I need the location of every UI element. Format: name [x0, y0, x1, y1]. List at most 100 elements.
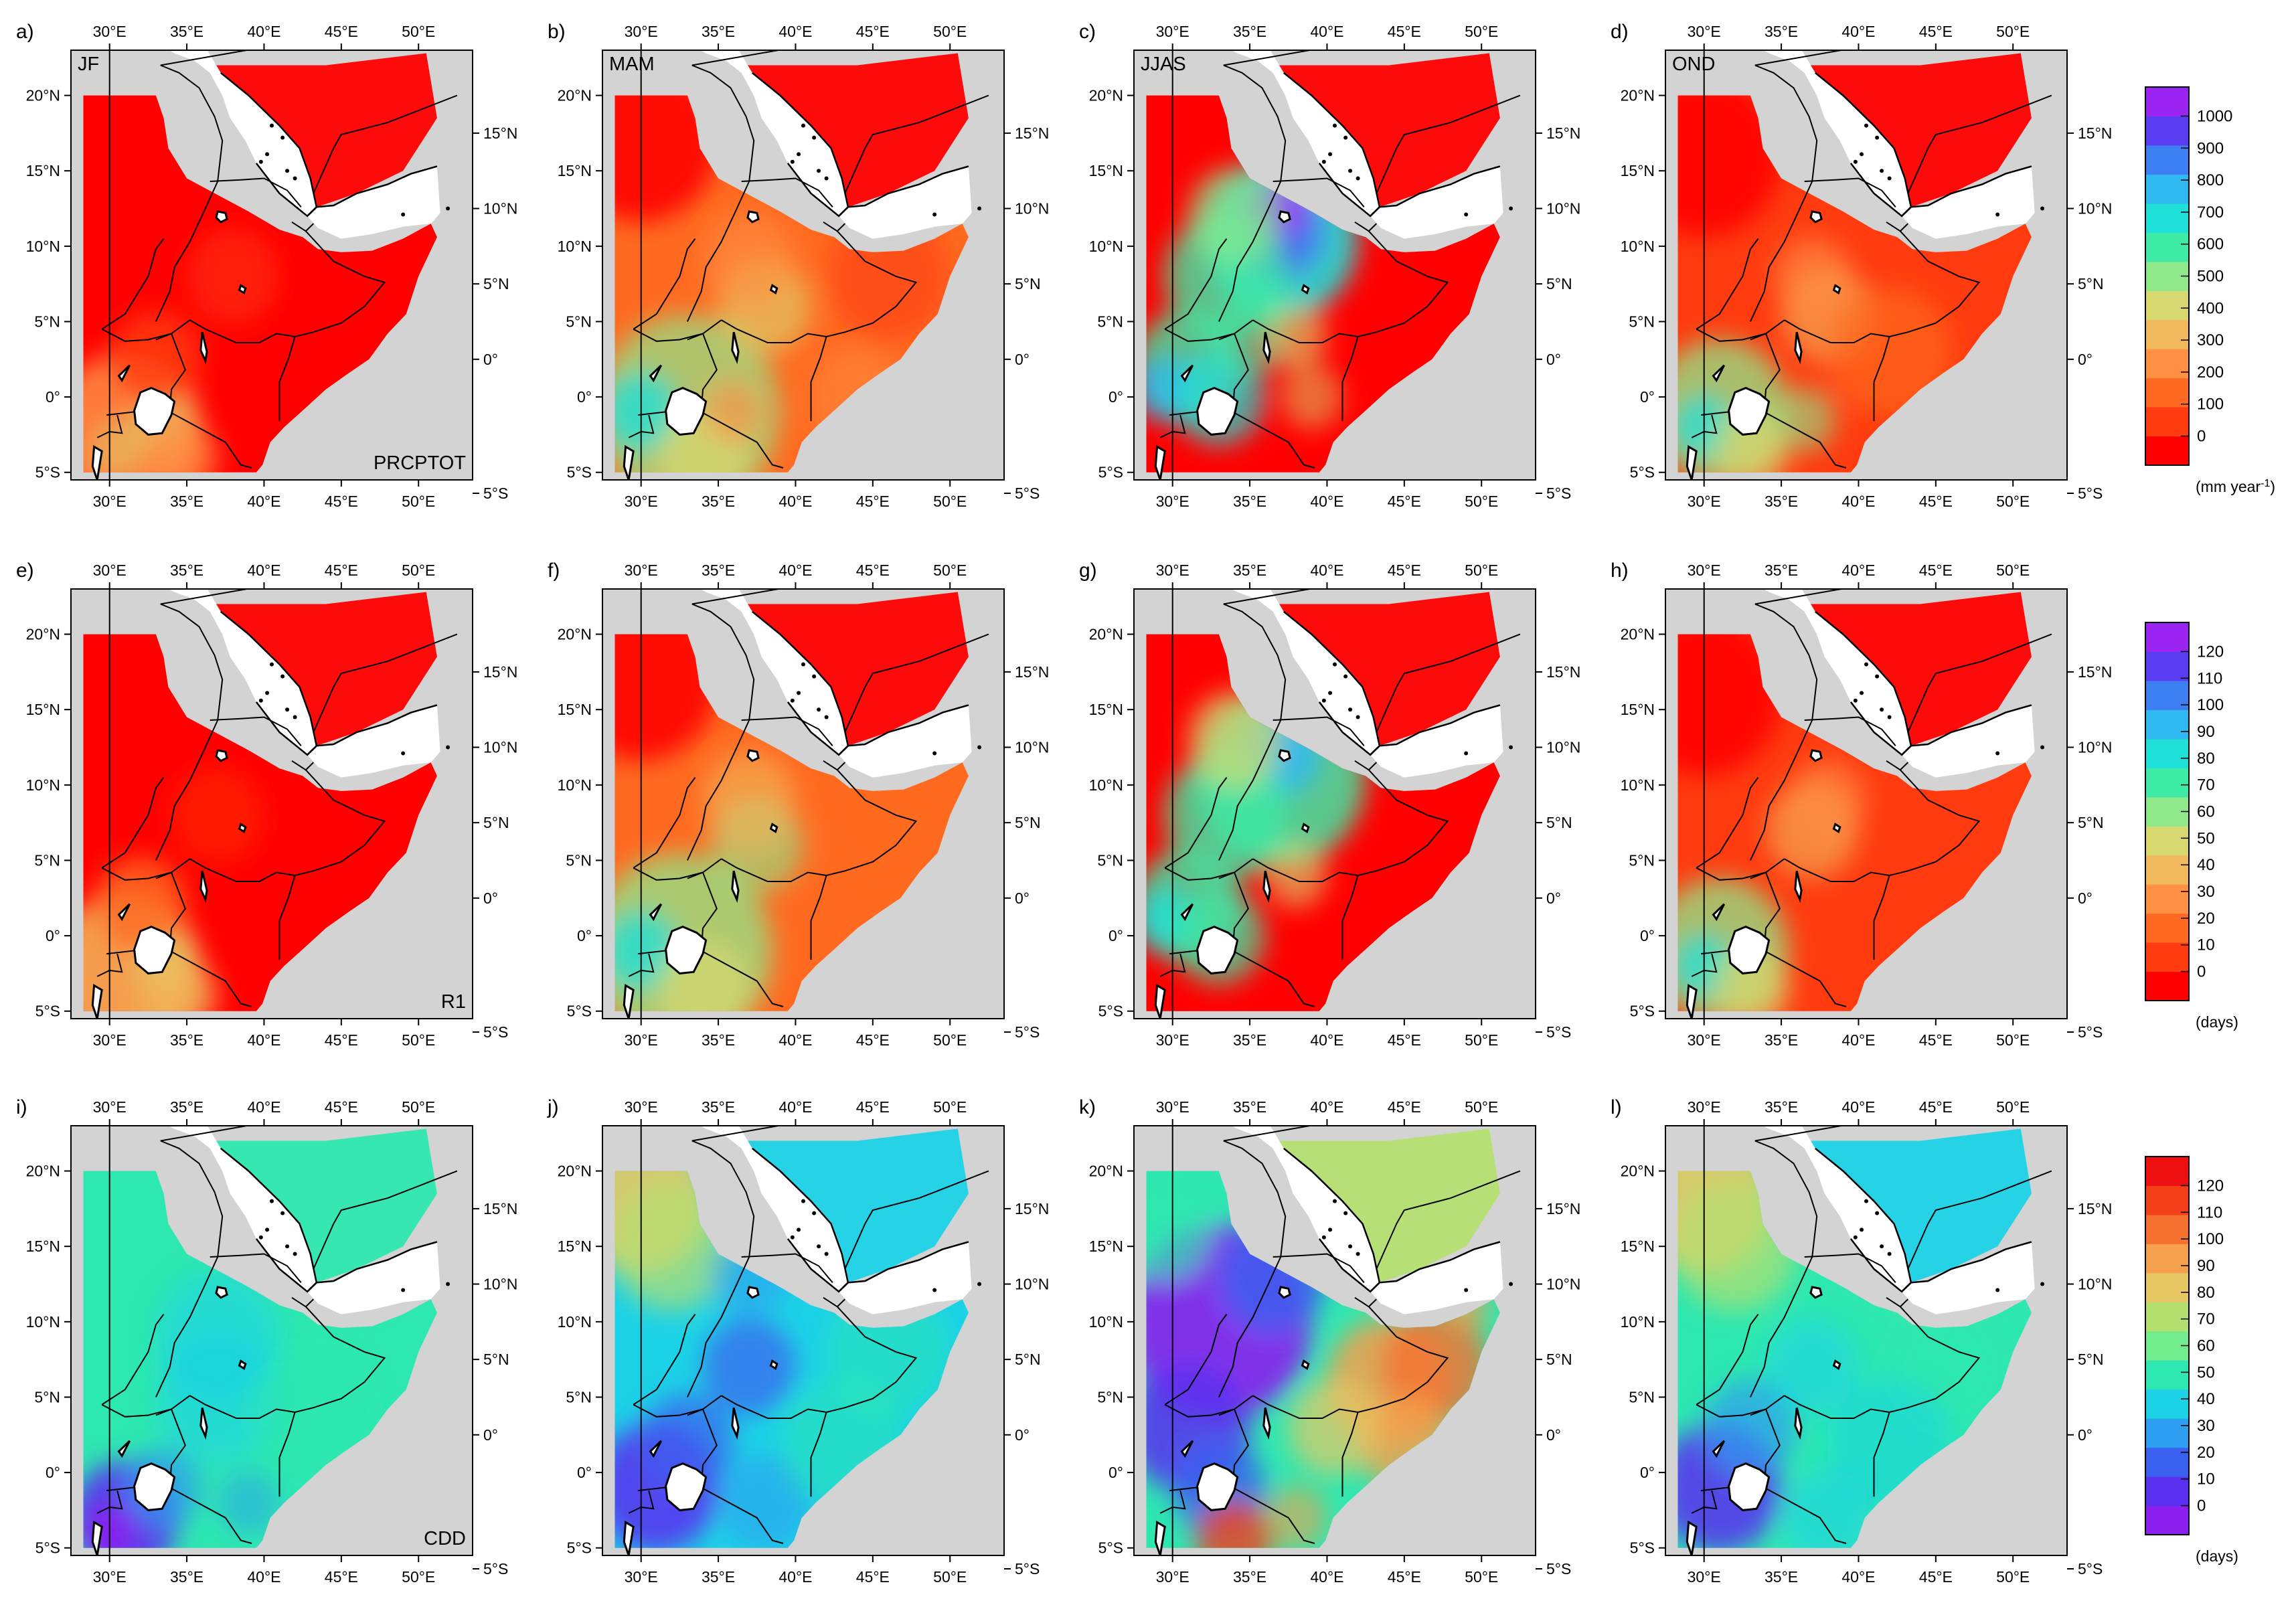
- map-panel-f: 30°E 30°E 35°E 35°E 40°E 40°E 45°E 45°E 50°E 50°E…: [548, 560, 1049, 1049]
- season-label: JJAS: [1141, 54, 1186, 75]
- lake: [133, 1462, 176, 1511]
- colorbar-swatch: [2145, 87, 2189, 116]
- lake: [215, 1286, 228, 1299]
- red-sea-mask: [169, 589, 317, 755]
- panel-frame: [70, 1125, 473, 1556]
- field-blob: [1712, 948, 1789, 1011]
- lon-tick-label-bottom: 50°E: [1465, 493, 1498, 510]
- lat-tick-label-right: 10°N: [2078, 1276, 2112, 1293]
- lon-tick-label-top: 35°E: [1765, 1098, 1798, 1116]
- lon-tick-label-top: 45°E: [856, 562, 890, 579]
- gulf-of-aden-mask: [839, 166, 972, 239]
- lat-tick-label-right: 5°S: [2078, 485, 2103, 502]
- lake: [1196, 386, 1239, 436]
- island: [1864, 123, 1868, 128]
- lat-tick-label-right: 15°N: [1015, 124, 1049, 142]
- lat-tick-label-left: 5°N: [34, 851, 60, 869]
- country-border: [1784, 769, 1981, 882]
- coastline: [1815, 72, 1912, 218]
- lon-tick-label-bottom: 35°E: [1233, 1568, 1266, 1586]
- country-border: [637, 1487, 784, 1544]
- lat-tick-label-right: 5°S: [1546, 1023, 1571, 1041]
- lat-tick-label-right: 5°S: [483, 485, 508, 502]
- lake: [731, 870, 740, 904]
- panel-frame: [602, 588, 1005, 1019]
- island: [790, 698, 795, 703]
- lon-tick-label-bottom: 45°E: [1919, 1031, 1953, 1049]
- panel-letter: d): [1611, 21, 1629, 43]
- panel-letter: e): [16, 560, 34, 582]
- lake: [746, 749, 760, 762]
- arabia-field: [741, 53, 969, 207]
- lon-tick-label-top: 30°E: [1688, 1098, 1721, 1116]
- lon-tick-label-bottom: 45°E: [1388, 1031, 1421, 1049]
- coastline: [1370, 1241, 1501, 1292]
- map-panels: 30°E 30°E 35°E 35°E 40°E 40°E 45°E 45°E 50°E 50°E…: [16, 21, 2112, 1586]
- country-border: [844, 1170, 989, 1270]
- lon-tick-label-top: 45°E: [325, 1098, 358, 1116]
- lon-tick-label-top: 30°E: [93, 562, 127, 579]
- country-border: [633, 777, 696, 869]
- colorbar-swatch: [2145, 407, 2189, 437]
- lat-tick-label-left: 5°N: [34, 1388, 60, 1406]
- lat-tick-label-left: 20°N: [558, 87, 592, 104]
- island: [1348, 707, 1353, 712]
- lon-tick-label-bottom: 50°E: [402, 493, 435, 510]
- lat-tick-label-left: 5°S: [1098, 1539, 1123, 1557]
- lake: [1278, 210, 1291, 224]
- lat-tick-label-left: 20°N: [558, 1163, 592, 1180]
- lake: [623, 983, 635, 1019]
- lon-tick-label-top: 30°E: [625, 1098, 658, 1116]
- island: [801, 662, 805, 667]
- lake: [117, 1440, 131, 1458]
- country-border: [1273, 177, 1365, 207]
- colorbar-swatch: [2145, 738, 2189, 768]
- lat-tick-label-left: 5°N: [34, 313, 60, 330]
- country-border: [101, 1314, 165, 1406]
- country-border: [1341, 875, 1359, 960]
- colorbar-label: 60: [2197, 803, 2215, 821]
- lake: [1154, 983, 1166, 1019]
- field-blob: [1712, 409, 1789, 473]
- lat-tick-label-right: 5°S: [1546, 1560, 1571, 1578]
- lat-tick-label-left: 15°N: [1089, 701, 1123, 718]
- colorbar-label: 90: [2197, 1257, 2215, 1275]
- island: [1875, 135, 1880, 140]
- lat-tick-label-right: 15°N: [483, 124, 517, 142]
- country-border: [1164, 1314, 1228, 1406]
- lat-tick-label-right: 5°N: [1015, 814, 1041, 831]
- lake: [91, 983, 103, 1019]
- country-border: [96, 953, 123, 977]
- lake: [1262, 1407, 1271, 1440]
- lat-tick-label-left: 15°N: [1621, 701, 1655, 718]
- colorbar-label: 0: [2197, 963, 2206, 981]
- colorbar-unit: (mm year-1): [2196, 478, 2275, 496]
- coastline: [1283, 72, 1381, 218]
- lake: [623, 1520, 635, 1555]
- red-sea-mask: [700, 50, 848, 216]
- country-border: [278, 336, 296, 422]
- country-border: [1754, 1126, 1846, 1142]
- lon-tick-label-top: 40°E: [247, 562, 280, 579]
- panel-frame: [1665, 588, 2068, 1019]
- island: [401, 751, 406, 756]
- arabia-field: [210, 592, 437, 746]
- colorbar-unit-superscript: -1: [2261, 478, 2270, 489]
- country-border: [1696, 867, 1767, 881]
- lat-tick-label-right: 0°: [2078, 351, 2093, 368]
- island: [1343, 1211, 1348, 1215]
- lat-tick-label-right: 5°S: [1546, 485, 1571, 502]
- lon-tick-label-top: 50°E: [933, 23, 967, 40]
- lat-tick-label-left: 0°: [46, 388, 60, 406]
- panel-letter: b): [548, 21, 566, 43]
- country-border: [1252, 230, 1449, 343]
- island: [824, 176, 829, 181]
- island: [1995, 751, 2000, 756]
- country-border: [1164, 867, 1235, 881]
- lon-tick-label-bottom: 35°E: [1233, 493, 1266, 510]
- country-border: [313, 633, 458, 733]
- lon-tick-label-top: 40°E: [778, 23, 812, 40]
- lon-tick-label-bottom: 40°E: [1841, 1031, 1875, 1049]
- lake: [1262, 870, 1271, 904]
- lake: [665, 386, 708, 436]
